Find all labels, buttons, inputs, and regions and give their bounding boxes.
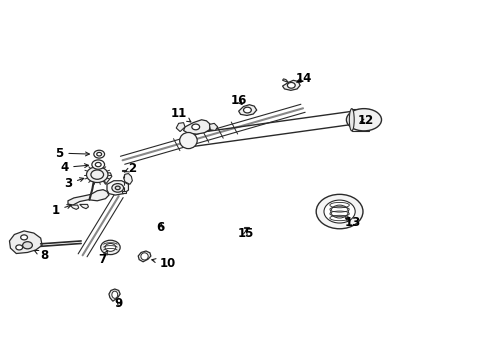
Polygon shape (238, 105, 256, 116)
Ellipse shape (141, 253, 148, 260)
Polygon shape (351, 109, 368, 131)
Circle shape (316, 194, 362, 229)
Polygon shape (9, 231, 42, 253)
Circle shape (22, 242, 32, 249)
Polygon shape (70, 205, 79, 210)
Text: 11: 11 (170, 107, 190, 122)
Polygon shape (282, 79, 288, 82)
Polygon shape (103, 173, 112, 184)
Circle shape (287, 82, 295, 88)
Polygon shape (122, 170, 125, 171)
Text: 12: 12 (357, 114, 373, 127)
Ellipse shape (348, 109, 353, 131)
Text: 3: 3 (64, 177, 83, 190)
Polygon shape (138, 251, 151, 262)
Polygon shape (122, 191, 125, 193)
Text: 2: 2 (125, 162, 136, 175)
Polygon shape (68, 190, 109, 205)
Circle shape (20, 235, 27, 240)
Circle shape (95, 162, 101, 167)
Polygon shape (243, 226, 249, 228)
Text: 10: 10 (151, 257, 175, 270)
Text: 14: 14 (295, 72, 311, 85)
Circle shape (112, 184, 123, 192)
Text: 4: 4 (60, 161, 88, 174)
Polygon shape (80, 204, 88, 209)
Circle shape (105, 243, 116, 251)
Text: 16: 16 (230, 94, 246, 107)
Polygon shape (183, 120, 210, 134)
Circle shape (330, 205, 347, 218)
Ellipse shape (349, 111, 363, 124)
Ellipse shape (179, 132, 197, 149)
Text: 9: 9 (114, 297, 122, 310)
Circle shape (92, 160, 104, 169)
Circle shape (101, 240, 120, 255)
Text: 5: 5 (55, 147, 89, 159)
Text: 15: 15 (237, 227, 253, 240)
Circle shape (324, 200, 354, 223)
Circle shape (86, 167, 108, 183)
Circle shape (97, 152, 102, 156)
Text: 6: 6 (156, 221, 164, 234)
Polygon shape (282, 80, 300, 90)
Polygon shape (176, 123, 184, 132)
Ellipse shape (112, 291, 118, 298)
Polygon shape (123, 174, 132, 184)
Polygon shape (109, 289, 120, 301)
Circle shape (191, 124, 199, 130)
Text: 7: 7 (98, 250, 107, 266)
Polygon shape (209, 123, 217, 131)
Polygon shape (107, 181, 128, 195)
Circle shape (243, 107, 251, 113)
Text: 8: 8 (34, 249, 49, 262)
Circle shape (16, 245, 22, 250)
Text: 13: 13 (344, 216, 360, 229)
Circle shape (94, 150, 104, 158)
Text: 1: 1 (51, 204, 71, 217)
Ellipse shape (346, 109, 381, 131)
Circle shape (115, 186, 120, 190)
